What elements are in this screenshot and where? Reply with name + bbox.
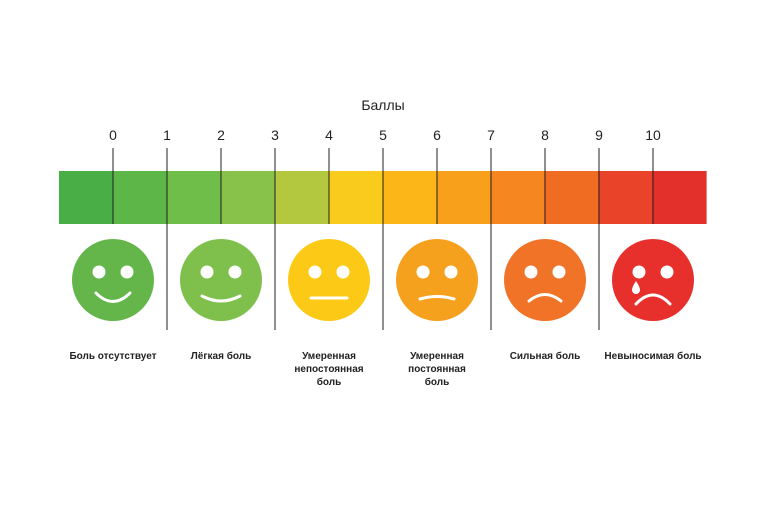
score-label: 8 bbox=[541, 127, 549, 143]
level-label: непостоянная bbox=[294, 364, 363, 375]
scale-title: Баллы bbox=[361, 97, 404, 113]
bar-segment bbox=[220, 171, 276, 224]
level-label: Боль отсутствует bbox=[69, 351, 156, 362]
face-frown-icon bbox=[504, 239, 586, 321]
bar-segment bbox=[436, 171, 491, 224]
level-label: боль bbox=[425, 376, 450, 388]
score-label: 2 bbox=[217, 127, 225, 143]
bar-segment bbox=[652, 171, 707, 224]
score-label: 5 bbox=[379, 127, 387, 143]
score-label: 7 bbox=[487, 127, 495, 143]
color-bar bbox=[59, 171, 707, 224]
bar-segment bbox=[274, 171, 330, 224]
face-smile-icon bbox=[180, 239, 262, 321]
level-label: боль bbox=[317, 376, 342, 388]
face-happy-icon bbox=[72, 239, 154, 321]
bar-segment bbox=[382, 171, 438, 224]
level-label: Лёгкая боль bbox=[191, 350, 251, 362]
bar-segment bbox=[59, 171, 114, 224]
level-label: Умеренная bbox=[410, 351, 464, 362]
bar-segment bbox=[328, 171, 384, 224]
bar-segment bbox=[490, 171, 545, 224]
bar-segment bbox=[598, 171, 653, 224]
score-ticks: 0 1 2 3 4 5 6 7 8 9 10 bbox=[109, 127, 661, 330]
face-neutral-icon bbox=[288, 239, 370, 321]
level-labels: Боль отсутствует Лёгкая боль Умеренная непо… bbox=[69, 350, 701, 388]
score-label: 10 bbox=[645, 127, 661, 143]
score-label: 1 bbox=[163, 127, 171, 143]
level-label: постоянная bbox=[408, 364, 466, 375]
bar-segment bbox=[166, 171, 222, 224]
face-crying-icon bbox=[612, 239, 694, 321]
level-label: Сильная боль bbox=[510, 350, 581, 362]
score-label: 4 bbox=[325, 127, 333, 143]
face-flat-icon bbox=[396, 239, 478, 321]
score-label: 0 bbox=[109, 127, 117, 143]
face-row bbox=[72, 239, 694, 321]
level-label: Умеренная bbox=[302, 351, 356, 362]
bar-segment bbox=[112, 171, 168, 224]
level-label: Невыносимая боль bbox=[604, 350, 701, 362]
score-label: 3 bbox=[271, 127, 279, 143]
score-label: 6 bbox=[433, 127, 441, 143]
score-label: 9 bbox=[595, 127, 603, 143]
bar-segment bbox=[544, 171, 599, 224]
